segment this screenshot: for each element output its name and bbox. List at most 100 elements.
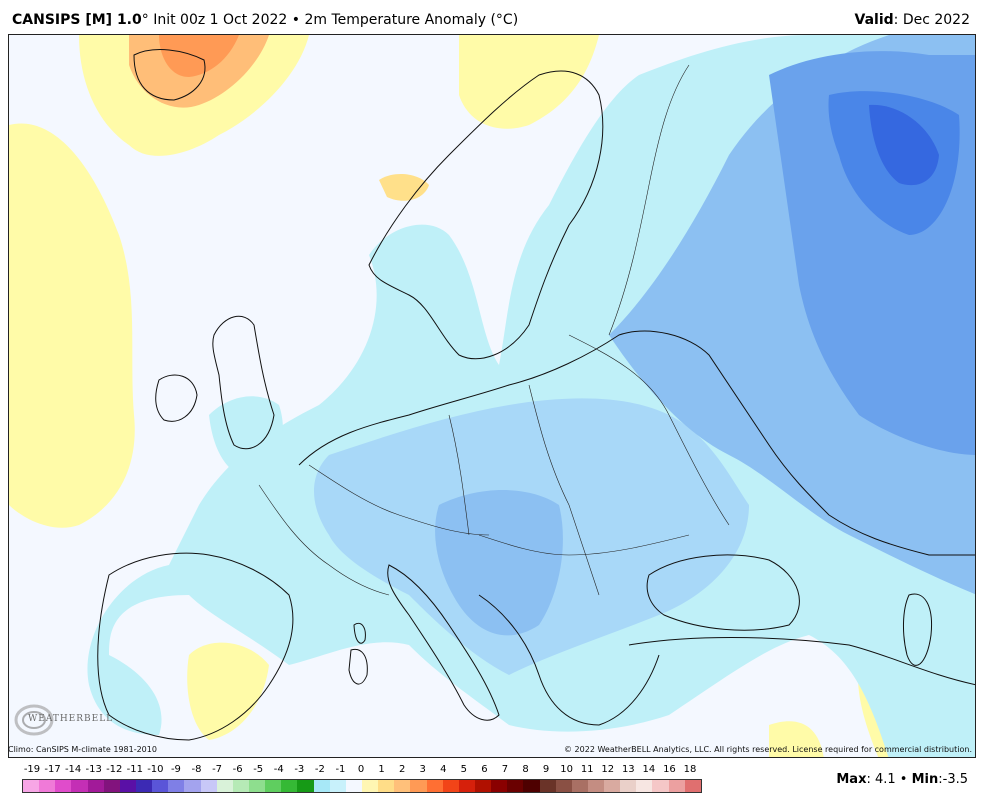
climo-note: Climo: CanSIPS M-climate 1981-2010 — [8, 745, 157, 754]
legend-label: -11 — [126, 764, 143, 775]
legend-label: 0 — [357, 764, 365, 775]
legend-label: 7 — [501, 764, 509, 775]
legend-swatch — [55, 780, 72, 792]
legend-swatch — [539, 780, 556, 792]
legend-label: -2 — [314, 764, 325, 775]
legend-swatch — [71, 780, 88, 792]
coastline-continent — [298, 330, 975, 556]
degree-mark: ° — [141, 12, 149, 28]
legend-label: -1 — [335, 764, 346, 775]
legend-label: -19 — [23, 764, 41, 775]
header: CANSIPS [M] 1.0° Init 00z 1 Oct 2022 • 2… — [0, 0, 984, 34]
valid-time: Valid: Dec 2022 — [855, 12, 970, 28]
coastlines — [97, 49, 975, 741]
max-min-stats: Max: 4.1 • Min:-3.5 — [836, 772, 968, 787]
legend-swatch — [345, 780, 362, 792]
cool-region-uk — [209, 396, 283, 480]
coastline-turkey — [628, 637, 975, 686]
legend-label: 5 — [460, 764, 467, 775]
legend-label: -12 — [106, 764, 123, 775]
legend-label: 8 — [522, 764, 529, 775]
title-separator: • — [287, 12, 305, 28]
min-label: Min — [911, 772, 939, 787]
coastline-ireland — [155, 374, 198, 422]
legend-swatch — [652, 780, 669, 792]
legend-swatch — [604, 780, 621, 792]
legend-swatch — [555, 780, 572, 792]
legend-swatch — [684, 780, 701, 792]
legend-label: -7 — [212, 764, 223, 775]
legend-swatch — [458, 780, 475, 792]
coastline-iceland — [133, 49, 206, 101]
legend-label: -17 — [44, 764, 61, 775]
legend-swatch — [216, 780, 233, 792]
legend-label: 3 — [419, 764, 426, 775]
legend-swatch — [200, 780, 217, 792]
border-7 — [258, 484, 390, 596]
border-2 — [448, 414, 470, 536]
map-frame[interactable] — [8, 34, 976, 758]
stats-separator: • — [895, 772, 912, 787]
warm-region-norway-coast — [379, 173, 429, 201]
legend-swatch — [474, 780, 492, 792]
legend-swatch — [23, 780, 40, 792]
legend-swatch — [103, 780, 120, 792]
warm-region-iberia — [187, 642, 269, 740]
coastline-caspian — [903, 593, 933, 666]
legend-swatch — [329, 780, 346, 792]
legend-swatch — [248, 780, 266, 792]
legend-label: 6 — [481, 764, 488, 775]
legend-label: -5 — [253, 764, 264, 775]
legend-label: 16 — [663, 764, 676, 775]
legend-labels: -19 -17 -14 -13 -12 -11 -10 -9 -8 -7 -6 -5 -4 -3 -2 -1 0… — [22, 764, 702, 778]
map-title: CANSIPS [M] 1.0° Init 00z 1 Oct 2022 • 2… — [12, 12, 518, 28]
legend-label: 18 — [683, 764, 697, 775]
cool-region-russia-min — [869, 104, 939, 186]
legend-swatch — [87, 780, 104, 792]
coastline-sardinia — [348, 648, 368, 685]
legend-swatch — [636, 780, 653, 792]
border-5 — [608, 64, 690, 336]
legend-swatch — [394, 780, 411, 792]
model-name: CANSIPS [M] 1.0 — [12, 12, 142, 28]
legend-bar — [22, 779, 702, 793]
coastline-uk — [212, 315, 275, 450]
legend-swatch — [668, 780, 685, 792]
anomaly-map[interactable] — [9, 35, 976, 758]
logo-swirl-icon — [14, 704, 54, 736]
coastline-scandinavia — [368, 70, 604, 360]
legend-label: -14 — [64, 764, 82, 775]
coastline-iberia — [97, 552, 294, 741]
legend-swatch — [442, 780, 459, 792]
legend-swatch — [184, 780, 201, 792]
legend-swatch — [119, 780, 136, 792]
legend-label: -8 — [191, 764, 202, 775]
legend-swatch — [410, 780, 427, 792]
warm-region-africa — [769, 721, 824, 757]
logo-text: WEATHERBELL — [28, 714, 114, 724]
legend-swatch — [135, 780, 153, 792]
legend-swatch — [507, 780, 524, 792]
coastline-black-sea — [646, 554, 800, 631]
legend-label: 14 — [642, 764, 656, 775]
legend-label: -13 — [85, 764, 102, 775]
coastline-balkans — [478, 594, 660, 726]
cool-region-balkans — [435, 490, 563, 636]
legend-swatch — [265, 780, 282, 792]
legend-label: 11 — [580, 764, 594, 775]
country-borders — [258, 64, 730, 596]
min-value: :-3.5 — [938, 772, 968, 787]
border-1 — [308, 464, 490, 536]
legend-label: 1 — [378, 764, 385, 775]
legend-label: -10 — [147, 764, 164, 775]
legend-swatch — [168, 780, 185, 792]
coastline-italy — [387, 564, 500, 721]
legend-swatch — [232, 780, 249, 792]
max-label: Max — [836, 772, 867, 787]
init-time: Init 00z 1 Oct 2022 — [148, 12, 288, 28]
weatherbell-logo — [12, 700, 102, 740]
legend-swatch — [361, 780, 379, 792]
coastline-corsica — [353, 622, 366, 644]
legend-swatch — [152, 780, 169, 792]
warm-region-atlantic — [9, 123, 135, 528]
